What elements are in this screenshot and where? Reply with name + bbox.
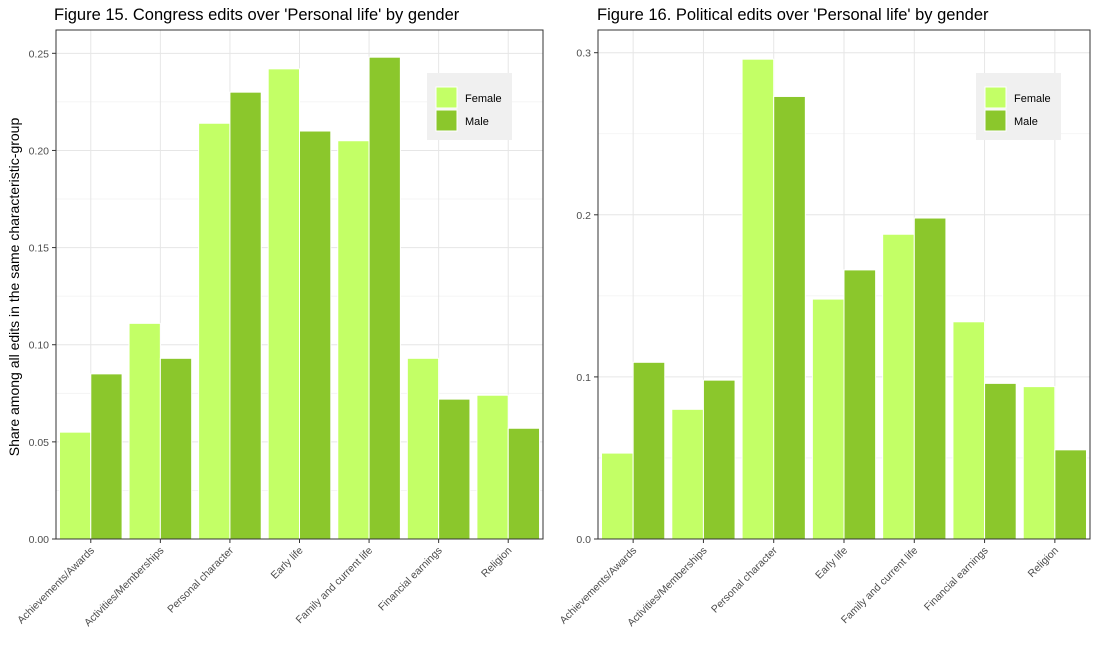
y-tick-label: 0.05 <box>29 437 50 449</box>
legend-key-female <box>984 86 1007 109</box>
x-tick-label: Family and current life <box>294 545 376 627</box>
x-tick-label: Personal character <box>165 544 236 615</box>
bar-male <box>159 357 193 540</box>
y-tick-label: 0.10 <box>29 340 50 352</box>
bar-male <box>1054 449 1087 540</box>
bar-male <box>507 427 541 540</box>
bar-female <box>128 322 161 540</box>
bar-male <box>229 91 262 540</box>
bar-female <box>58 431 92 540</box>
bar-female <box>882 233 915 540</box>
legend-label-male: Male <box>1014 116 1038 128</box>
x-tick-label: Financial earnings <box>376 545 445 614</box>
y-tick-label: 0.1 <box>576 372 591 384</box>
x-tick-label: Achievements/Awards <box>15 545 97 627</box>
bar-female <box>811 298 845 540</box>
legend: Female Male <box>427 73 512 140</box>
bar-male <box>368 56 401 540</box>
y-tick-label: 0.00 <box>29 534 50 546</box>
bar-male <box>913 217 947 540</box>
bar-male <box>90 373 123 540</box>
x-tick-label: Financial earnings <box>922 545 991 614</box>
bar-female <box>267 68 301 540</box>
bar-female <box>671 408 704 540</box>
legend-label-male: Male <box>465 116 489 128</box>
bar-male <box>843 269 877 540</box>
y-axis-label: Share among all edits in the same charac… <box>6 118 22 457</box>
x-tick-label: Personal character <box>709 544 780 615</box>
legend-label-female: Female <box>1014 93 1051 105</box>
bar-male <box>702 379 736 540</box>
bar-male <box>438 398 471 540</box>
legend-key-female <box>435 86 458 109</box>
x-tick-label: Religion <box>1026 545 1061 580</box>
x-tick-label: Activities/Memberships <box>625 545 709 629</box>
bar-female <box>406 357 440 540</box>
bar-female <box>337 140 370 540</box>
bar-female <box>476 394 509 540</box>
y-tick-label: 0.2 <box>576 210 591 222</box>
figure-16-panel: Figure 16. Political edits over 'Persona… <box>557 6 1091 629</box>
legend-key-male <box>435 109 458 132</box>
bar-female <box>601 452 634 540</box>
bar-male <box>299 130 332 540</box>
x-tick-label: Achievements/Awards <box>557 545 639 627</box>
x-tick-label: Early life <box>813 545 850 582</box>
legend: Female Male <box>976 73 1061 140</box>
bar-male <box>984 382 1017 540</box>
y-tick-label: 0.0 <box>576 534 591 546</box>
figure-15-panel: Figure 15. Congress edits over 'Personal… <box>6 6 544 629</box>
bar-male <box>773 95 806 540</box>
y-tick-label: 0.15 <box>29 243 50 255</box>
bar-female <box>198 122 231 540</box>
bar-female <box>1022 386 1056 540</box>
chart-title: Figure 16. Political edits over 'Persona… <box>597 6 989 24</box>
bar-female <box>952 321 986 540</box>
legend-key-male <box>984 109 1007 132</box>
legend-label-female: Female <box>465 93 502 105</box>
y-tick-label: 0.3 <box>576 48 591 60</box>
x-tick-label: Activities/Memberships <box>82 545 166 629</box>
bar-female <box>741 58 775 540</box>
y-tick-label: 0.20 <box>29 145 50 157</box>
chart-title: Figure 15. Congress edits over 'Personal… <box>54 6 460 24</box>
x-tick-label: Religion <box>479 545 514 580</box>
y-tick-label: 0.25 <box>29 48 50 60</box>
bar-male <box>632 361 666 540</box>
x-tick-label: Family and current life <box>839 545 921 627</box>
x-tick-label: Early life <box>269 545 306 582</box>
